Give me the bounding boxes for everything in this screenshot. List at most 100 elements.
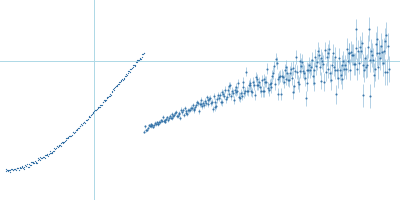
Point [136,56,143,59]
Point [126,69,132,73]
Point [50,149,56,152]
Point [56,143,62,146]
Point [18,166,24,170]
Point [139,56,146,59]
Point [53,145,60,148]
Point [133,61,139,64]
Point [96,106,103,109]
Point [62,139,69,142]
Point [129,65,136,69]
Point [108,91,115,94]
Point [128,68,134,71]
Point [99,103,105,107]
Point [101,99,107,102]
Point [31,161,37,164]
Point [102,99,108,102]
Point [76,124,83,127]
Point [69,130,76,133]
Point [66,135,73,138]
Point [74,129,81,132]
Point [129,66,135,69]
Point [103,98,109,101]
Point [104,96,111,99]
Point [138,57,144,61]
Point [2,167,9,170]
Point [88,113,94,116]
Point [63,137,70,140]
Point [74,128,80,131]
Point [134,61,140,64]
Point [120,77,127,80]
Point [12,168,18,171]
Point [44,153,51,156]
Point [135,59,141,62]
Point [107,92,114,95]
Point [39,156,46,159]
Point [126,70,133,73]
Point [127,68,134,71]
Point [109,89,116,92]
Point [105,95,111,98]
Point [122,74,129,77]
Point [22,164,28,167]
Point [92,108,99,112]
Point [70,131,76,134]
Point [66,135,72,138]
Point [98,104,104,107]
Point [46,150,53,153]
Point [122,75,128,78]
Point [136,59,142,62]
Point [61,140,67,143]
Point [123,72,130,76]
Point [130,64,136,67]
Point [111,89,118,92]
Point [104,97,110,100]
Point [132,65,138,68]
Point [44,152,50,155]
Point [118,79,124,82]
Point [71,131,77,134]
Point [72,131,78,134]
Point [121,76,128,80]
Point [8,167,14,170]
Point [38,157,44,160]
Point [60,141,67,144]
Point [58,144,64,148]
Point [46,152,52,155]
Point [30,162,36,165]
Point [140,52,146,56]
Point [40,156,46,159]
Point [15,167,21,170]
Point [39,156,45,160]
Point [67,134,74,137]
Point [65,136,72,139]
Point [35,156,42,160]
Point [102,99,108,102]
Point [116,83,122,86]
Point [48,151,55,154]
Point [110,86,117,90]
Point [92,108,98,112]
Point [62,140,68,143]
Point [113,84,120,87]
Point [7,170,14,173]
Point [90,111,96,114]
Point [119,78,125,81]
Point [94,107,101,110]
Point [85,117,91,121]
Point [132,64,138,67]
Point [33,161,40,164]
Point [49,150,56,154]
Point [57,144,63,147]
Point [6,168,13,172]
Point [79,123,86,126]
Point [140,51,147,55]
Point [28,164,34,167]
Point [91,110,97,113]
Point [4,168,11,171]
Point [25,163,32,166]
Point [5,169,12,173]
Point [86,114,92,118]
Point [9,168,15,171]
Point [16,168,22,171]
